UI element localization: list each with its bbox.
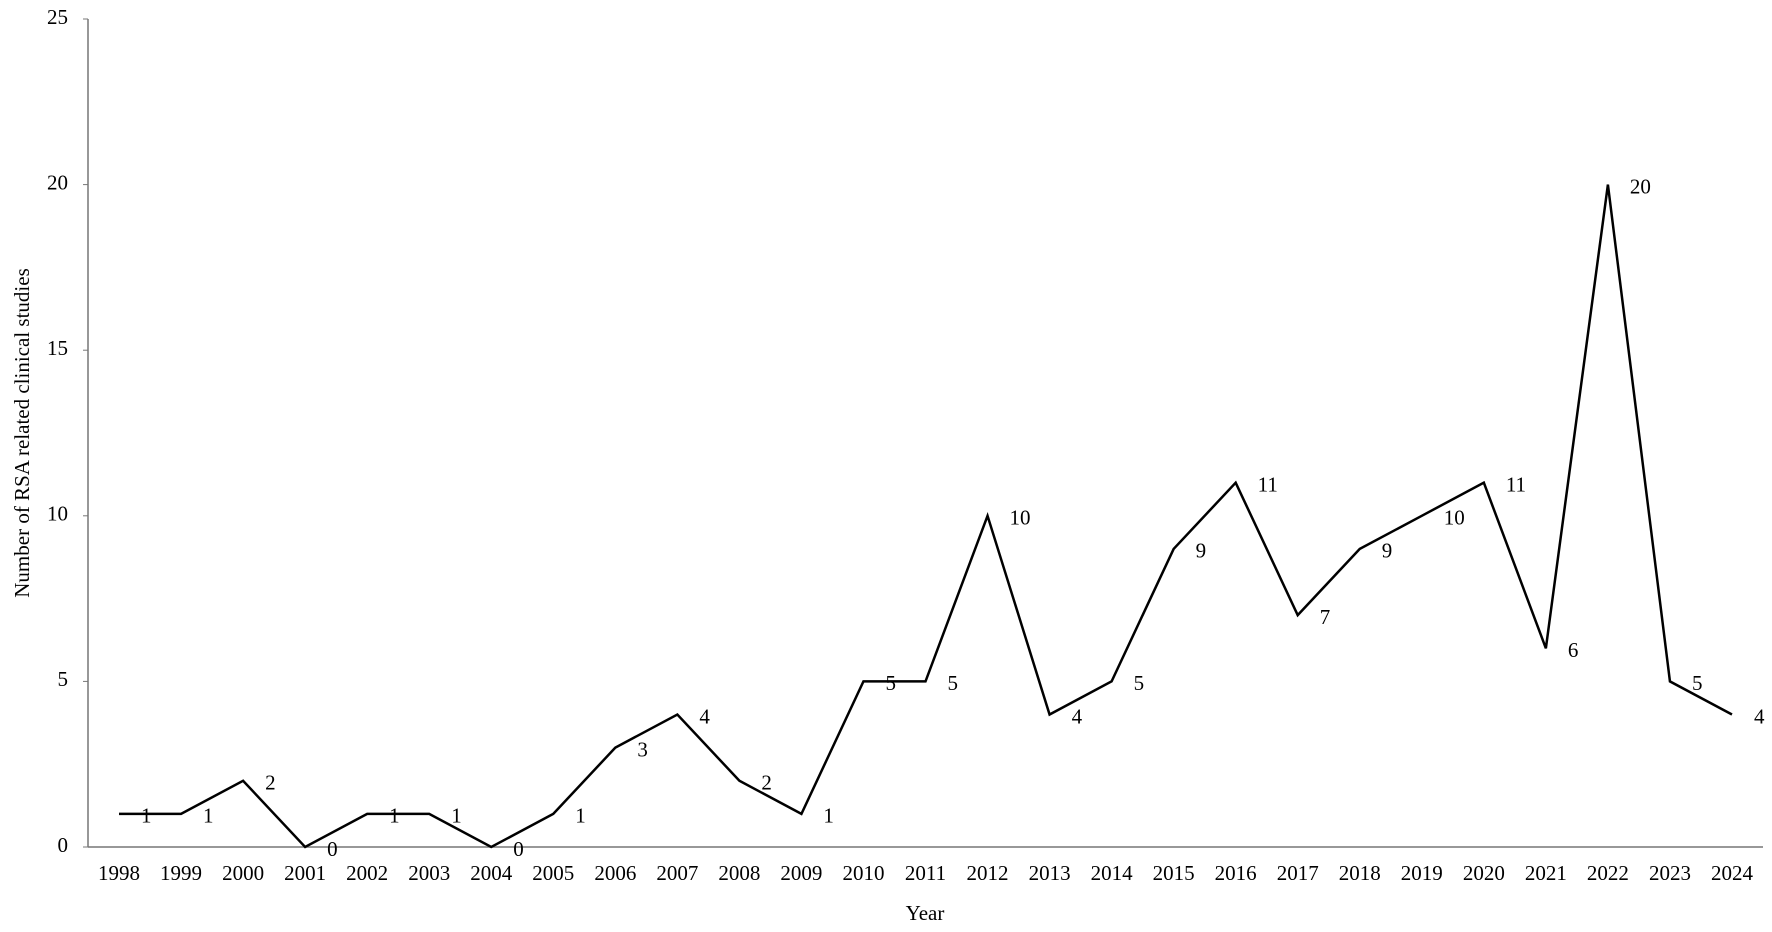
x-tick-label: 2008 <box>718 861 760 885</box>
y-tick-label: 15 <box>47 336 68 360</box>
data-label: 5 <box>885 671 896 695</box>
x-tick-label: 2006 <box>594 861 636 885</box>
x-tick-label: 2001 <box>284 861 326 885</box>
x-tick-label: 2022 <box>1587 861 1629 885</box>
x-tick-label: 2012 <box>967 861 1009 885</box>
x-tick-label: 2013 <box>1029 861 1071 885</box>
x-tick-label: 2007 <box>656 861 698 885</box>
data-label: 4 <box>699 704 710 728</box>
x-tick-label: 2021 <box>1525 861 1567 885</box>
x-tick-label: 2010 <box>842 861 884 885</box>
data-label: 1 <box>203 804 214 828</box>
x-tick-label: 1998 <box>98 861 140 885</box>
data-label: 1 <box>389 804 400 828</box>
data-label: 9 <box>1196 539 1207 563</box>
data-label: 9 <box>1382 539 1393 563</box>
x-tick-label: 2020 <box>1463 861 1505 885</box>
data-label: 7 <box>1320 605 1331 629</box>
data-label: 1 <box>823 804 834 828</box>
x-axis-label: Year <box>906 901 945 925</box>
data-label: 2 <box>761 771 772 795</box>
x-tick-label: 2004 <box>470 861 513 885</box>
y-tick-label: 0 <box>58 833 69 857</box>
y-tick-label: 5 <box>58 667 69 691</box>
x-tick-label: 2024 <box>1711 861 1754 885</box>
data-label: 20 <box>1630 174 1651 198</box>
y-axis-label: Number of RSA related clinical studies <box>10 268 34 598</box>
x-tick-label: 1999 <box>160 861 202 885</box>
data-label: 11 <box>1506 472 1526 496</box>
y-tick-label: 25 <box>47 5 68 29</box>
x-tick-label: 2003 <box>408 861 450 885</box>
x-tick-label: 2017 <box>1277 861 1319 885</box>
data-label: 5 <box>1692 671 1703 695</box>
data-label: 1 <box>451 804 462 828</box>
x-tick-label: 2005 <box>532 861 574 885</box>
x-tick-label: 2019 <box>1401 861 1443 885</box>
data-label: 6 <box>1568 638 1579 662</box>
x-tick-label: 2014 <box>1091 861 1134 885</box>
x-tick-label: 2016 <box>1215 861 1257 885</box>
x-tick-label: 2002 <box>346 861 388 885</box>
data-label: 0 <box>327 837 338 861</box>
y-tick-label: 10 <box>47 502 68 526</box>
y-tick-label: 20 <box>47 170 68 194</box>
data-label: 10 <box>1010 506 1031 530</box>
data-label: 0 <box>513 837 524 861</box>
x-tick-label: 2011 <box>905 861 946 885</box>
data-label: 5 <box>1134 671 1145 695</box>
data-line <box>119 184 1733 849</box>
data-label: 2 <box>265 771 276 795</box>
data-label: 4 <box>1072 704 1083 728</box>
data-label: 10 <box>1444 506 1465 530</box>
x-tick-label: 2000 <box>222 861 264 885</box>
data-label: 1 <box>575 804 586 828</box>
x-tick-label: 2018 <box>1339 861 1381 885</box>
data-label: 4 <box>1754 704 1765 728</box>
data-label: 5 <box>948 671 959 695</box>
data-label: 3 <box>637 737 648 761</box>
x-tick-label: 2023 <box>1649 861 1691 885</box>
x-tick-label: 2009 <box>780 861 822 885</box>
data-label: 11 <box>1258 472 1278 496</box>
x-tick-label: 2015 <box>1153 861 1195 885</box>
data-label: 1 <box>141 804 152 828</box>
